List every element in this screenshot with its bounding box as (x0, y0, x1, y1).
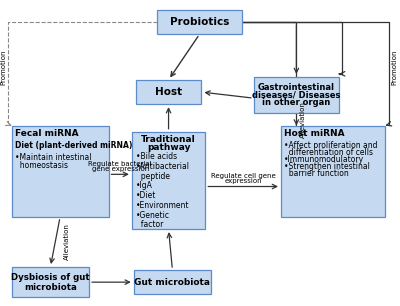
Text: gene expression: gene expression (92, 166, 149, 172)
Text: Gastrointestinal: Gastrointestinal (258, 83, 335, 92)
Text: diseases/ Diseases: diseases/ Diseases (252, 91, 340, 100)
Text: •Strengthen intestinal: •Strengthen intestinal (284, 162, 370, 171)
Text: •Affect proliferation and: •Affect proliferation and (284, 141, 378, 150)
FancyBboxPatch shape (281, 125, 386, 217)
Text: differentiation of cells: differentiation of cells (284, 148, 373, 157)
Text: •IgA: •IgA (136, 181, 152, 190)
FancyBboxPatch shape (136, 80, 202, 104)
Text: peptide: peptide (136, 172, 170, 181)
Text: •Immunomodulatory: •Immunomodulatory (284, 155, 364, 164)
FancyBboxPatch shape (157, 10, 242, 34)
Text: expression: expression (224, 178, 262, 184)
FancyBboxPatch shape (132, 132, 205, 229)
Text: •Antibacterial: •Antibacterial (136, 162, 190, 171)
Text: Dysbiosis of gut: Dysbiosis of gut (11, 273, 90, 282)
Text: Gut microbiota: Gut microbiota (134, 278, 210, 287)
Text: in other organ: in other organ (262, 98, 330, 107)
Text: Traditional: Traditional (141, 135, 196, 144)
Text: factor: factor (136, 220, 163, 230)
Text: •Diet: •Diet (136, 191, 156, 200)
Text: •Bile acids: •Bile acids (136, 152, 177, 161)
Text: Alleviation: Alleviation (300, 101, 306, 138)
Text: Regulate bacterial: Regulate bacterial (88, 161, 152, 167)
FancyBboxPatch shape (12, 125, 108, 217)
Text: microbiota: microbiota (24, 282, 77, 292)
Text: Host: Host (155, 87, 182, 97)
Text: •Genetic: •Genetic (136, 211, 170, 220)
Text: homeostasis: homeostasis (15, 161, 68, 170)
Text: •Environment: •Environment (136, 201, 189, 210)
Text: Promotion: Promotion (0, 50, 6, 85)
Text: Diet (plant-derived miRNA): Diet (plant-derived miRNA) (15, 141, 132, 150)
Text: Fecal miRNA: Fecal miRNA (15, 129, 78, 138)
Text: •Maintain intestinal: •Maintain intestinal (15, 153, 91, 162)
Text: pathway: pathway (147, 143, 190, 152)
Text: Probiotics: Probiotics (170, 17, 229, 27)
Text: Alleviation: Alleviation (64, 223, 70, 260)
Text: Regulate cell gene: Regulate cell gene (211, 173, 276, 179)
Text: Promotion: Promotion (391, 50, 397, 85)
FancyBboxPatch shape (254, 77, 339, 114)
FancyBboxPatch shape (134, 270, 211, 294)
Text: barrier function: barrier function (284, 169, 349, 178)
FancyBboxPatch shape (12, 267, 89, 297)
Text: Host miRNA: Host miRNA (284, 129, 345, 138)
